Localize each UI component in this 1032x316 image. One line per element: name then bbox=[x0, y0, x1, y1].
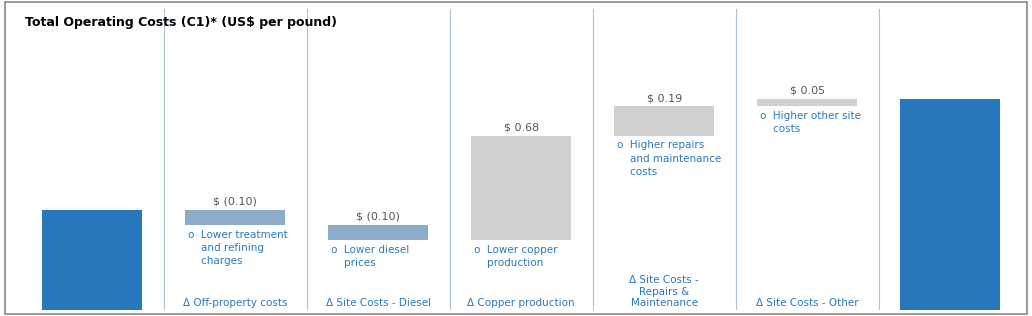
Text: Δ Site Costs -
Repairs &
Maintenance: Δ Site Costs - Repairs & Maintenance bbox=[630, 275, 699, 308]
Bar bbox=[757, 99, 858, 106]
Bar bbox=[614, 106, 714, 136]
Bar bbox=[900, 99, 1000, 316]
Text: o  Lower treatment
    and refining
    charges: o Lower treatment and refining charges bbox=[188, 230, 288, 266]
Bar bbox=[185, 210, 285, 225]
Text: o  Higher repairs
    and maintenance
    costs: o Higher repairs and maintenance costs bbox=[617, 140, 721, 177]
Text: $ 0.68: $ 0.68 bbox=[504, 123, 539, 133]
Text: Δ Off-property costs: Δ Off-property costs bbox=[183, 298, 287, 308]
Text: $ (0.10): $ (0.10) bbox=[356, 212, 400, 222]
Text: $ 0.19: $ 0.19 bbox=[646, 94, 682, 103]
Text: Q3 2024: Q3 2024 bbox=[928, 298, 972, 308]
Bar bbox=[471, 136, 572, 240]
Text: Δ Site Costs - Other: Δ Site Costs - Other bbox=[755, 298, 859, 308]
Bar bbox=[328, 225, 428, 240]
Text: Q3 2023: Q3 2023 bbox=[70, 298, 115, 308]
Text: $ (0.10): $ (0.10) bbox=[214, 197, 257, 207]
Text: o  Lower copper
    production: o Lower copper production bbox=[474, 245, 557, 268]
Text: o  Higher other site
    costs: o Higher other site costs bbox=[760, 111, 861, 134]
Text: Δ Copper production: Δ Copper production bbox=[467, 298, 575, 308]
Bar bbox=[42, 210, 142, 316]
Text: Total Operating Costs (C1)* (US$ per pound): Total Operating Costs (C1)* (US$ per pou… bbox=[25, 15, 336, 29]
Text: $ 0.05: $ 0.05 bbox=[789, 86, 825, 96]
Text: o  Lower diesel
    prices: o Lower diesel prices bbox=[331, 245, 410, 268]
Text: Δ Site Costs - Diesel: Δ Site Costs - Diesel bbox=[325, 298, 430, 308]
